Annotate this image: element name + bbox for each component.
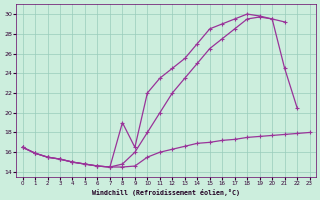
X-axis label: Windchill (Refroidissement éolien,°C): Windchill (Refroidissement éolien,°C) — [92, 189, 240, 196]
